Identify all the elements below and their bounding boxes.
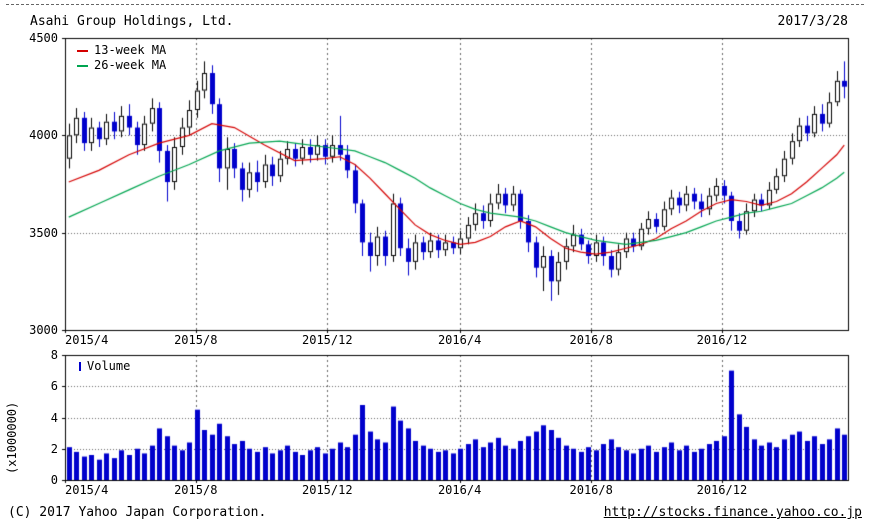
x-axis-tick: 2015/4 — [65, 483, 109, 497]
ma26-line-icon — [77, 64, 88, 67]
x-axis-tick: 2016/12 — [696, 483, 748, 497]
x-axis-tick: 2015/12 — [302, 333, 353, 347]
volume-axis-tick: 0 — [50, 473, 58, 487]
x-axis-tick: 2015/8 — [174, 483, 218, 497]
ma26-legend-label: 26-week MA — [94, 58, 167, 72]
volume-unit-label: (x1000000) — [5, 401, 19, 474]
x-axis-tick: 2016/12 — [696, 333, 748, 347]
x-axis-tick: 2015/4 — [65, 333, 109, 347]
x-axis-tick: 2015/12 — [302, 483, 353, 497]
price-axis-tick: 4000 — [29, 128, 58, 143]
ma26-legend: 26-week MA — [77, 59, 166, 72]
price-axis-tick: 3000 — [29, 323, 58, 337]
price-axis-tick: 4500 — [29, 31, 58, 45]
x-axis-tick: 2015/8 — [174, 333, 218, 347]
x-axis-tick: 2016/8 — [569, 483, 613, 497]
ma13-legend: 13-week MA — [77, 44, 166, 57]
copyright-notice: (C) 2017 Yahoo Japan Corporation. — [8, 505, 267, 520]
source-url-link[interactable]: http://stocks.finance.yahoo.co.jp — [603, 505, 862, 520]
volume-legend-label: Volume — [87, 359, 131, 373]
x-axis-tick: 2016/4 — [437, 333, 482, 347]
volume-legend: Volume — [79, 360, 130, 373]
x-axis-tick: 2016/8 — [569, 333, 613, 347]
volume-bar-icon — [79, 362, 81, 371]
ma13-legend-label: 13-week MA — [94, 43, 167, 57]
volume-axis-tick: 4 — [50, 410, 58, 425]
ma13-line-icon — [77, 49, 88, 52]
price-axis-tick: 3500 — [29, 225, 58, 240]
volume-axis-tick: 2 — [50, 441, 58, 456]
x-axis-tick: 2016/4 — [437, 483, 482, 497]
volume-axis-tick: 8 — [50, 348, 58, 362]
volume-axis-tick: 6 — [50, 379, 58, 394]
